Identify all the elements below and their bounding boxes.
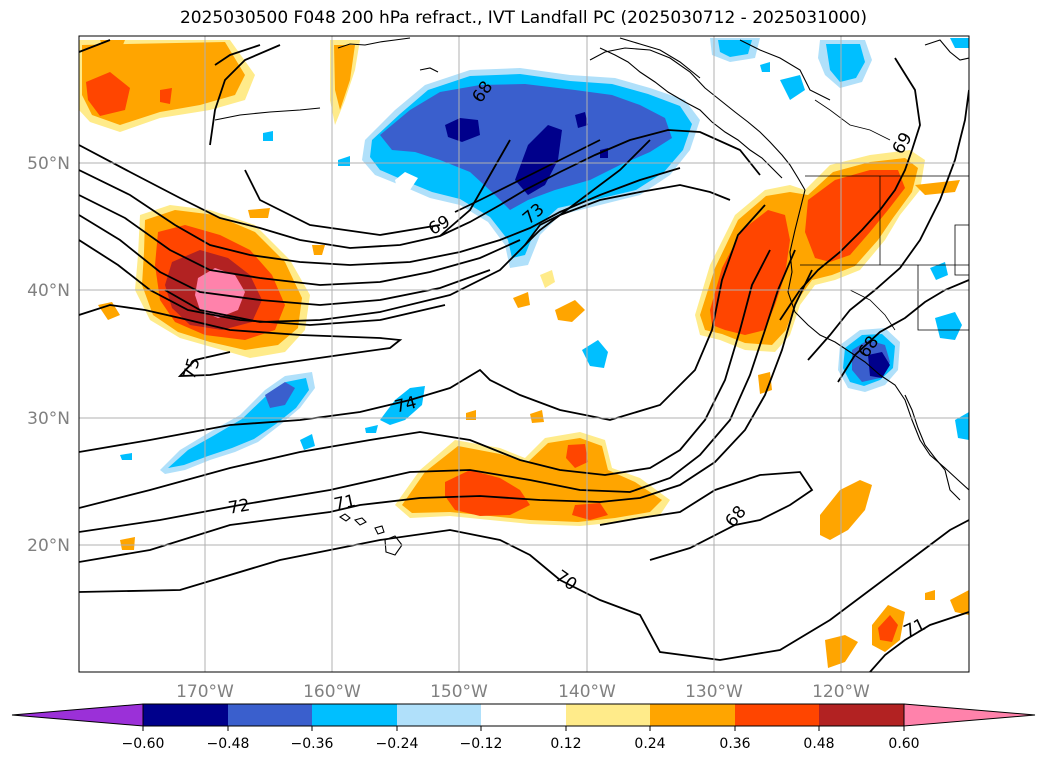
colorbar-tick-label: 0.36: [719, 736, 750, 752]
colorbar-tick-label: 0.48: [803, 736, 834, 752]
colorbar-tick-label: −0.60: [122, 736, 165, 752]
graticule: [79, 36, 969, 672]
colorbar-tick-label: −0.24: [376, 736, 419, 752]
colorbar-extend-right: [903, 703, 1036, 727]
colorbar-segment: [819, 704, 904, 726]
colorbar-segment: [228, 704, 312, 726]
fill-gulf-of-alaska-blue: [263, 38, 969, 268]
colorbar-tick-label: 0.24: [634, 736, 665, 752]
lon-label: 170°W: [176, 682, 234, 702]
fill-california-blue: [838, 262, 969, 440]
lon-label: 120°W: [812, 682, 870, 702]
longitude-labels: 170°W 160°W 150°W 140°W 130°W 120°W: [176, 682, 870, 702]
colorbar-segment: [312, 704, 397, 726]
colorbar-tick-label: −0.36: [291, 736, 334, 752]
lon-label: 160°W: [303, 682, 361, 702]
map-area: 68 69 73 75 74 72 71 70 68 71 69 68: [79, 36, 969, 672]
colorbar-segment: [566, 704, 650, 726]
lat-label: 50°N: [27, 154, 70, 174]
fill-top-left-orange: [79, 40, 360, 132]
colorbar-tick-label: 0.12: [550, 736, 581, 752]
fill-california-landfall: [695, 150, 969, 668]
colorbar-segment: [650, 704, 735, 726]
lat-label: 20°N: [27, 536, 70, 556]
fill-subtropical-blue: [120, 340, 608, 474]
lon-label: 130°W: [685, 682, 743, 702]
latitude-labels: 50°N 40°N 30°N 20°N: [27, 154, 70, 556]
contour-label: 72: [227, 495, 252, 518]
colorbar-extend-left: [11, 703, 144, 727]
colorbar: −0.60 −0.48 −0.36 −0.24 −0.12 0.12 0.24 …: [11, 703, 1036, 752]
colorbar-tick-label: −0.12: [460, 736, 503, 752]
contour-label: 71: [332, 491, 357, 515]
lon-label: 140°W: [558, 682, 616, 702]
colorbar-tick-label: −0.48: [207, 736, 250, 752]
colorbar-segment: [735, 704, 819, 726]
lat-label: 40°N: [27, 281, 70, 301]
colorbar-tick-label: 0.60: [888, 736, 919, 752]
colorbar-segment: [143, 704, 228, 726]
map-title: 2025030500 F048 200 hPa refract., IVT La…: [179, 8, 867, 28]
map-frame: [78, 35, 970, 673]
political-borders: [800, 99, 969, 331]
colorbar-segment: [481, 704, 566, 726]
contour-lines: [79, 39, 969, 672]
lon-label: 150°W: [430, 682, 488, 702]
colorbar-segment: [397, 704, 481, 726]
lat-label: 30°N: [27, 409, 70, 429]
